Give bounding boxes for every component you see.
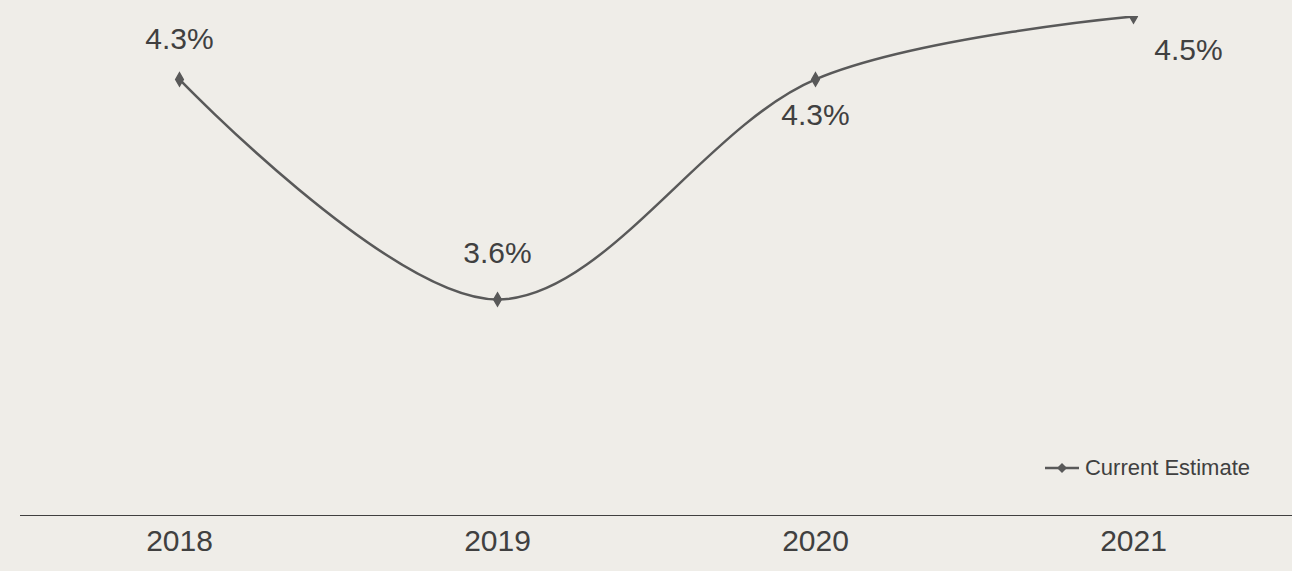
svg-text:2020: 2020	[782, 524, 849, 557]
svg-text:3.6%: 3.6%	[463, 236, 531, 269]
html-text:Current Estimate: Current Estimate	[1084, 455, 1250, 480]
svg-text:4.5%: 4.5%	[1154, 33, 1222, 66]
svg-text:2018: 2018	[146, 524, 213, 557]
svg-text:4.3%: 4.3%	[145, 22, 213, 55]
svg-text:2021: 2021	[1100, 524, 1167, 557]
svg-text:4.3%: 4.3%	[781, 98, 849, 131]
svg-text:2019: 2019	[464, 524, 531, 557]
